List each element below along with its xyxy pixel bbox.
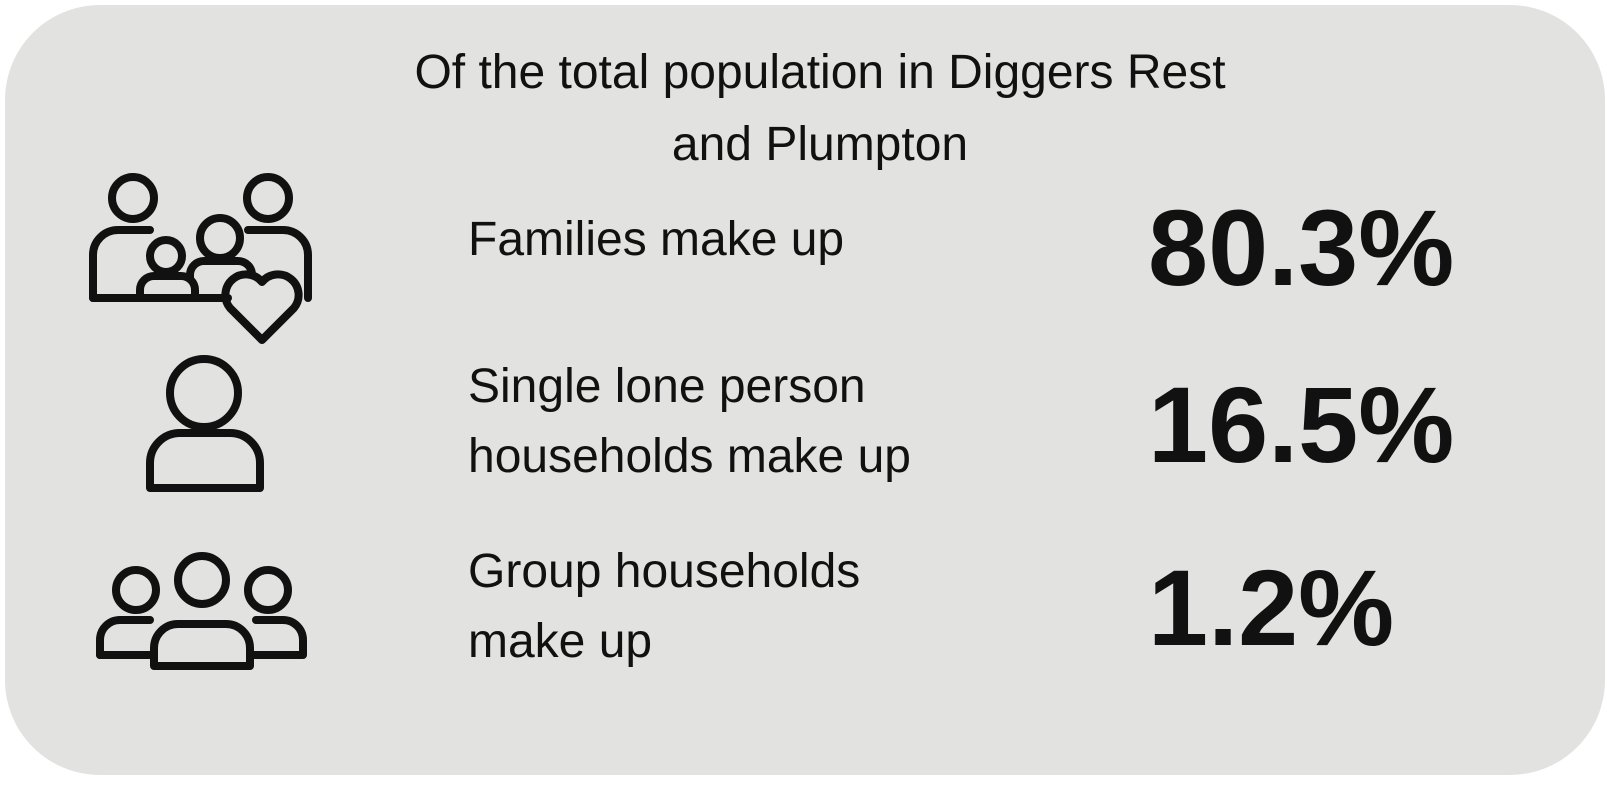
title-line: Of the total population in Diggers Rest bbox=[414, 46, 1225, 99]
item-value: 16.5% bbox=[1148, 364, 1454, 485]
item-value: 1.2% bbox=[1148, 547, 1394, 668]
item-label: make up bbox=[468, 615, 652, 668]
title-line: and Plumpton bbox=[672, 118, 968, 171]
item-label: Group households bbox=[468, 545, 860, 598]
single-person-icon bbox=[146, 355, 264, 492]
rows: Families make up 80.3% Single lone person h… bbox=[468, 187, 1454, 668]
item-label: Families make up bbox=[468, 213, 844, 266]
item-label: Single lone person bbox=[468, 360, 866, 413]
card bbox=[5, 5, 1605, 775]
item-label: households make up bbox=[468, 430, 911, 483]
item-value: 80.3% bbox=[1148, 187, 1454, 308]
group-icon bbox=[96, 552, 307, 670]
families-icon bbox=[89, 173, 312, 344]
